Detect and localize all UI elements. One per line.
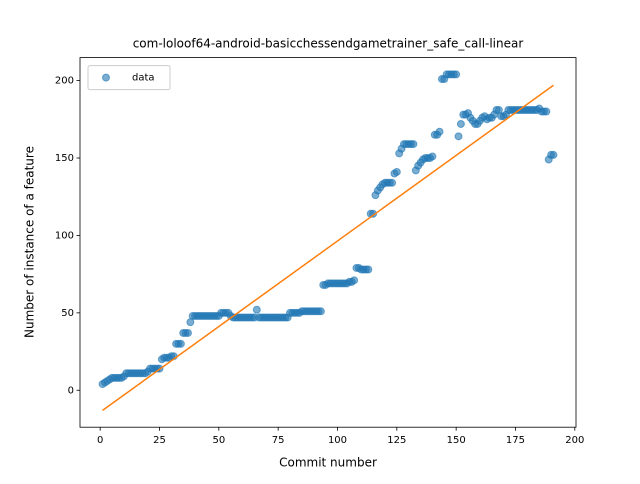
y-tick-label: 200 xyxy=(55,76,74,87)
plot-area xyxy=(98,70,558,412)
y-tick-label: 0 xyxy=(68,385,74,396)
x-tick-label: 0 xyxy=(97,435,103,446)
data-point xyxy=(369,209,378,218)
data-point xyxy=(456,119,465,128)
data-point xyxy=(392,167,401,176)
fit-line xyxy=(102,84,554,412)
x-tick-label: 100 xyxy=(328,435,347,446)
x-tick-label: 200 xyxy=(565,435,584,446)
data-point xyxy=(428,152,437,161)
data-point xyxy=(452,70,461,79)
x-tick-label: 175 xyxy=(506,435,525,446)
y-tick-label: 50 xyxy=(61,308,74,319)
data-point xyxy=(350,276,359,285)
data-point xyxy=(183,328,192,337)
x-tick-label: 25 xyxy=(153,435,166,446)
x-tick-label: 50 xyxy=(212,435,225,446)
y-tick-label: 150 xyxy=(55,153,74,164)
x-tick-label: 150 xyxy=(447,435,466,446)
plot-frame xyxy=(79,57,577,428)
y-axis-label: Number of instance of a feature xyxy=(23,146,37,338)
x-tick-label: 125 xyxy=(387,435,406,446)
data-point xyxy=(316,307,325,316)
x-tick-label: 75 xyxy=(272,435,285,446)
legend-label: data xyxy=(132,73,155,84)
chart-title: com-loloof64-android-basicchessendgametr… xyxy=(133,37,524,51)
data-point xyxy=(549,150,558,159)
y-tick-label: 100 xyxy=(55,230,74,241)
legend-box xyxy=(87,65,171,91)
x-axis-label: Commit number xyxy=(279,456,377,470)
data-point xyxy=(454,132,463,141)
data-point xyxy=(435,127,444,136)
data-point xyxy=(364,265,373,274)
data-point xyxy=(409,140,418,149)
data-point xyxy=(252,305,261,314)
data-point xyxy=(388,178,397,187)
data-point xyxy=(176,339,185,348)
data-point xyxy=(542,107,551,116)
legend-marker xyxy=(102,73,110,82)
